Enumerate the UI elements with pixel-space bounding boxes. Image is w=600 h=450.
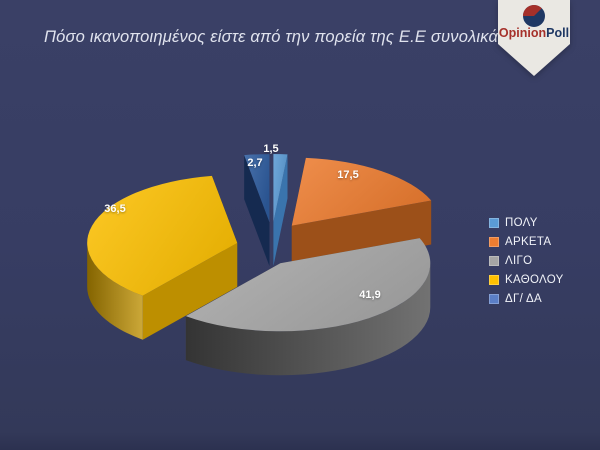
slice-value-label: 36,5 [104, 203, 125, 215]
legend-item-label: ΚΑΘΟΛΟΥ [505, 273, 564, 286]
legend-swatch-icon [489, 217, 499, 228]
pie-slice-4 [244, 154, 270, 267]
slice-value-label: 41,9 [359, 289, 380, 301]
pie-slice-1 [291, 157, 432, 270]
legend-item-label: ΛΙΓΟ [505, 254, 533, 267]
pie-slice-0 [273, 154, 288, 267]
opinionpoll-logo: OpinionPoll [498, 0, 570, 76]
legend-item-poly: ΠΟΛΥ [489, 213, 564, 232]
logo-pennant-shape [498, 0, 570, 76]
legend-item-label: ΔΓ/ ΔΑ [505, 292, 542, 305]
slice-value-label: 2,7 [247, 157, 262, 169]
slice-value-label: 17,5 [337, 169, 358, 181]
slice-value-label: 1,5 [263, 143, 278, 155]
chart-legend: ΠΟΛΥ ΑΡΚΕΤΑ ΛΙΓΟ ΚΑΘΟΛΟΥ ΔΓ/ ΔΑ [489, 213, 564, 308]
pie-slice-2 [185, 238, 431, 376]
logo-brand-primary: Opinion [499, 26, 546, 40]
legend-swatch-icon [489, 274, 499, 285]
logo-brand-text: OpinionPoll [499, 26, 569, 40]
legend-swatch-icon [489, 293, 499, 304]
legend-item-katholou: ΚΑΘΟΛΟΥ [489, 270, 564, 289]
legend-swatch-icon [489, 236, 499, 247]
legend-item-label: ΠΟΛΥ [505, 216, 538, 229]
pie-slice-3 [87, 175, 238, 340]
legend-item-dgda: ΔΓ/ ΔΑ [489, 289, 564, 308]
legend-item-ligo: ΛΙΓΟ [489, 251, 564, 270]
legend-swatch-icon [489, 255, 499, 266]
logo-globe-red-segment [523, 4, 542, 17]
logo-brand-secondary: Poll [546, 26, 569, 40]
legend-item-label: ΑΡΚΕΤΑ [505, 235, 552, 248]
legend-item-arketa: ΑΡΚΕΤΑ [489, 232, 564, 251]
chart-title: Πόσο ικανοποιημένος είστε από την πορεία… [44, 28, 503, 46]
